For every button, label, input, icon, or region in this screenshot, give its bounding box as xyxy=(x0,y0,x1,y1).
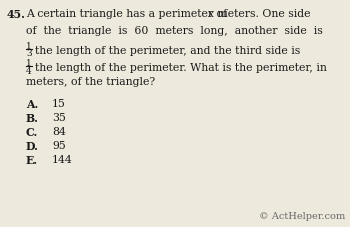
Text: 3: 3 xyxy=(26,49,32,59)
Text: E.: E. xyxy=(26,155,38,166)
Text: meters, of the triangle?: meters, of the triangle? xyxy=(26,77,155,87)
Text: x: x xyxy=(208,9,214,19)
Text: the length of the perimeter, and the third side is: the length of the perimeter, and the thi… xyxy=(35,46,300,56)
Text: B.: B. xyxy=(26,113,39,124)
Text: A.: A. xyxy=(26,99,38,110)
Text: 1: 1 xyxy=(26,42,32,51)
Text: 35: 35 xyxy=(52,113,66,123)
Text: C.: C. xyxy=(26,127,38,138)
Text: D.: D. xyxy=(26,141,39,152)
Text: 45.: 45. xyxy=(7,9,26,20)
Text: 95: 95 xyxy=(52,141,66,151)
Text: 1: 1 xyxy=(26,59,32,68)
Text: the length of the perimeter. What is the perimeter, in: the length of the perimeter. What is the… xyxy=(35,63,327,73)
Text: 144: 144 xyxy=(52,155,73,165)
Text: A certain triangle has a perimeter of: A certain triangle has a perimeter of xyxy=(26,9,231,19)
Text: 15: 15 xyxy=(52,99,66,109)
Text: of  the  triangle  is  60  meters  long,  another  side  is: of the triangle is 60 meters long, anoth… xyxy=(26,26,323,36)
Text: © ActHelper.com: © ActHelper.com xyxy=(259,212,345,221)
Text: 4: 4 xyxy=(26,67,32,76)
Text: meters. One side: meters. One side xyxy=(214,9,310,19)
Text: 84: 84 xyxy=(52,127,66,137)
